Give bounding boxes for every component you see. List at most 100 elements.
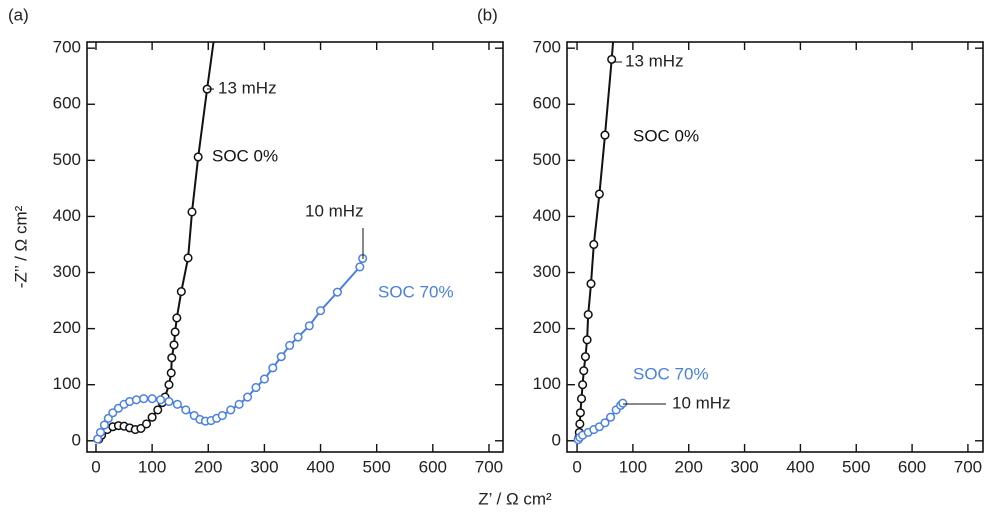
data-point [575,419,585,429]
data-point [576,394,587,404]
data-point [217,410,227,421]
x-tick-label: 600 [419,457,447,476]
data-point [147,412,157,422]
data-point [172,399,182,409]
data-point [578,380,588,390]
axes-frame [566,41,984,453]
y-tick-label: 100 [53,374,81,393]
data-point [583,310,593,320]
data-point [268,363,278,373]
data-point [243,392,253,402]
data-point [141,419,152,429]
x-tick-label: 700 [954,457,982,476]
x-axis-label: Z’ / Ω cm² [478,489,552,508]
data-point [304,321,314,331]
data-point [355,262,365,272]
panel-label: (a) [8,5,29,24]
data-point [139,394,149,404]
x-tick-label: 100 [138,457,166,476]
data-point [211,28,219,36]
y-tick-label: 700 [533,38,561,57]
data-point [131,395,141,405]
data-point [166,368,176,378]
data-point [99,420,109,430]
data-point [169,340,179,350]
data-point [600,418,610,428]
data-point [315,306,326,316]
data-point [153,405,163,415]
data-point [589,239,599,250]
data-point [594,189,604,199]
data-point [575,408,585,418]
data-point [172,313,182,323]
x-tick-label: 300 [730,457,758,476]
series-line [97,42,215,440]
data-point [181,405,191,415]
data-point [618,398,628,408]
data-point [193,152,203,162]
x-tick-label: 100 [619,457,647,476]
data-point [170,327,180,337]
x-tick-label: 600 [898,457,926,476]
plot-area [93,28,368,444]
data-point [582,335,592,345]
data-point [293,332,303,342]
x-tick-label: 300 [250,457,278,476]
y-tick-label: 500 [533,150,561,169]
x-tick-label: 400 [306,457,334,476]
x-tick-label: 500 [362,457,390,476]
x-tick-label: 200 [675,457,703,476]
data-point [251,382,261,393]
data-point [234,399,244,409]
data-point [183,253,193,263]
y-tick-label: 500 [53,150,81,169]
y-tick-label: 0 [72,430,81,449]
annotation: 10 mHz [672,393,731,412]
data-point [580,352,590,362]
data-point [276,352,286,362]
y-tick-label: 600 [53,94,81,113]
y-tick-label: 100 [533,374,561,393]
series-label: SOC 0% [212,146,278,165]
x-tick-label: 0 [572,457,581,476]
axes-frame [86,41,504,453]
y-tick-label: 300 [533,262,561,281]
data-point [600,130,610,140]
data-point [606,412,616,422]
x-tick-label: 500 [842,457,870,476]
series-line [577,42,615,439]
series-label: SOC 0% [633,126,699,145]
data-point [607,54,617,64]
data-point [164,380,174,390]
y-axis-label: -Z’’ / Ω cm² [11,205,30,288]
data-point [285,340,295,350]
x-tick-label: 200 [194,457,222,476]
plot-area [573,42,628,445]
y-tick-label: 400 [53,206,81,225]
y-tick-label: 0 [552,430,561,449]
data-point [164,396,174,407]
annotation: 13 mHz [625,51,684,70]
data-point [259,374,269,384]
data-point [95,427,106,437]
y-tick-label: 400 [533,206,561,225]
y-tick-label: 300 [53,262,81,281]
annotation: 10 mHz [305,201,364,220]
data-point [187,207,197,217]
data-point [579,366,589,376]
x-tick-label: 700 [475,457,503,476]
panel-label: (b) [477,5,498,24]
x-tick-label: 0 [91,457,100,476]
series-label: SOC 70% [633,364,709,383]
data-point [586,279,596,289]
series-label: SOC 70% [378,282,454,301]
y-tick-label: 200 [533,318,561,337]
x-tick-label: 400 [786,457,814,476]
data-point [167,353,177,363]
data-point [155,395,166,405]
annotation: 13 mHz [218,78,277,97]
data-point [332,287,342,297]
data-point [147,394,157,404]
y-tick-label: 600 [533,94,561,113]
